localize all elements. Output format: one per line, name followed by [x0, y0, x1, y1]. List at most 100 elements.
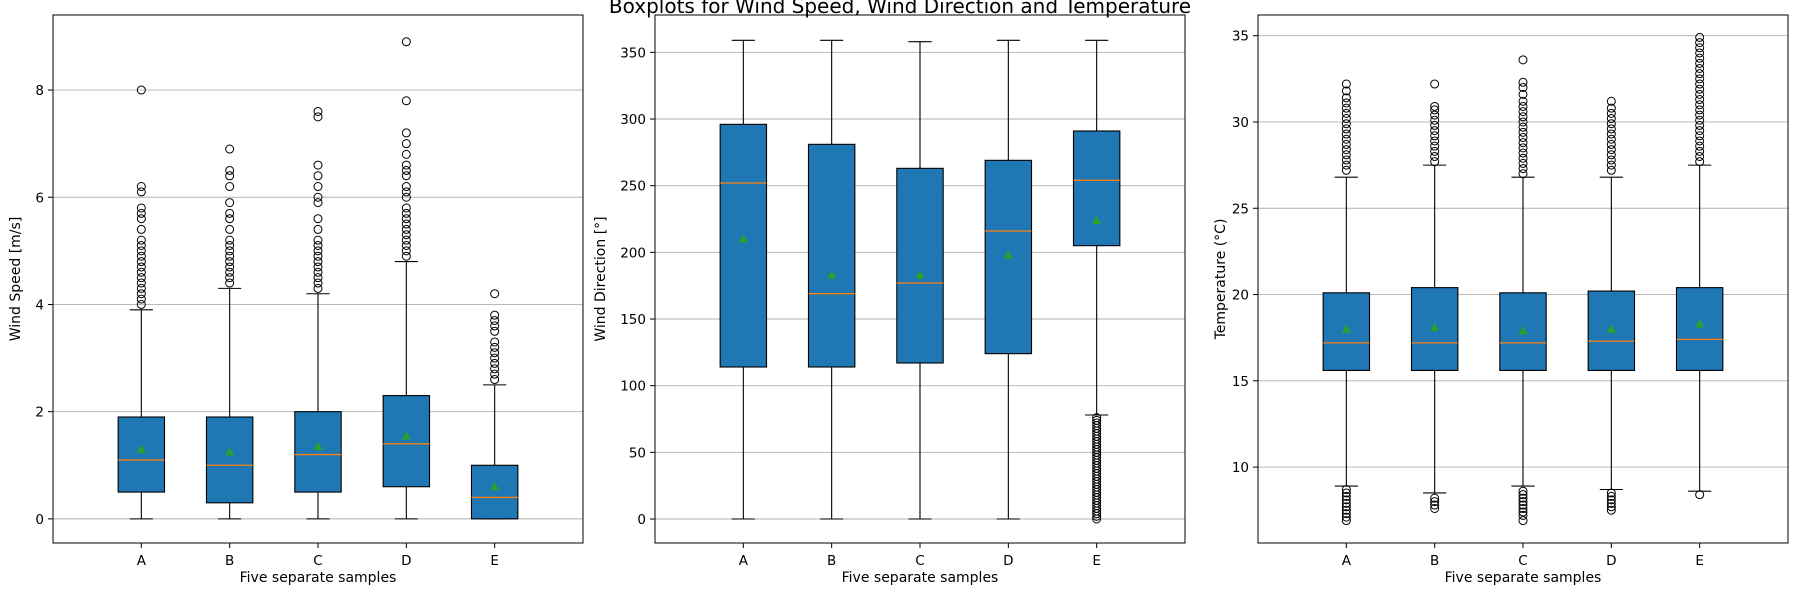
outlier-point [490, 342, 500, 352]
outlier-point [1606, 96, 1616, 106]
outlier-point [225, 171, 235, 181]
outlier-point [490, 316, 500, 326]
mean-marker [827, 270, 837, 279]
outlier-point [136, 299, 146, 309]
outlier-point [136, 240, 146, 250]
outlier-point [1430, 146, 1440, 156]
outlier-point [1695, 115, 1705, 125]
outlier-point [1430, 157, 1440, 167]
outlier-point [136, 283, 146, 293]
outlier-point [1341, 145, 1351, 155]
outlier-point [136, 278, 146, 288]
outlier-point [313, 106, 323, 116]
outlier-point [313, 262, 323, 272]
outlier-point [1606, 498, 1616, 508]
outlier-point [1606, 114, 1616, 124]
outlier-point [1695, 63, 1705, 73]
outlier-point [136, 182, 146, 192]
mean-marker [313, 441, 323, 451]
outlier-point [313, 251, 323, 261]
outlier-point [136, 203, 146, 213]
box-B [1410, 79, 1459, 513]
outlier-point [1695, 110, 1705, 120]
outlier-point [401, 246, 411, 256]
y-tick-label: 10 [1232, 460, 1249, 476]
outlier-point [136, 224, 146, 234]
box-body [117, 416, 166, 493]
outlier-point [313, 278, 323, 288]
outlier-point [1695, 89, 1705, 99]
outlier-point [136, 85, 146, 95]
y-axis-label: Wind Direction [°] [593, 216, 609, 341]
outlier-point [1518, 503, 1528, 513]
y-tick-label: 20 [1232, 288, 1249, 304]
outlier-point [225, 198, 235, 208]
y-tick-label: 100 [620, 379, 646, 395]
outlier-point [1606, 488, 1616, 498]
outlier-point [225, 165, 235, 175]
outlier-point [313, 182, 323, 192]
outlier-point [136, 214, 146, 224]
x-axis-label: Five separate samples [240, 570, 397, 586]
y-tick-label: 25 [1232, 201, 1249, 217]
outlier-point [401, 139, 411, 149]
x-tick-label: B [827, 553, 836, 569]
outlier-point [1606, 160, 1616, 170]
outlier-point [1695, 38, 1705, 48]
box-A [117, 85, 166, 520]
outlier-point [136, 187, 146, 197]
outlier-point [1518, 153, 1528, 163]
outlier-point [1341, 505, 1351, 515]
outlier-point [225, 182, 235, 192]
box-body [807, 143, 856, 368]
box-D [1587, 96, 1636, 515]
mean-marker [738, 234, 748, 243]
outlier-point [1695, 157, 1705, 167]
outlier-point [313, 273, 323, 283]
outlier-point [1341, 160, 1351, 170]
outlier-point [225, 278, 235, 288]
outlier-point [1606, 108, 1616, 118]
outlier-point [1695, 43, 1705, 53]
outlier-point [1341, 488, 1351, 498]
outlier-point [1695, 58, 1705, 68]
outlier-point [1430, 493, 1440, 503]
x-tick-label: E [490, 553, 499, 569]
outlier-point [313, 171, 323, 181]
box-body [382, 395, 431, 488]
y-tick-label: 8 [35, 83, 44, 99]
outlier-point [1606, 129, 1616, 139]
outlier-point [1518, 127, 1528, 137]
outlier-point [1695, 69, 1705, 79]
outlier-point [1341, 502, 1351, 512]
outlier-point [1606, 165, 1616, 175]
box-E [1675, 32, 1724, 500]
outlier-point [490, 358, 500, 368]
outlier-point [1518, 101, 1528, 111]
outlier-point [1518, 510, 1528, 520]
x-tick-label: D [1606, 553, 1616, 569]
outlier-point [401, 165, 411, 175]
x-axis-label: Five separate samples [1445, 570, 1602, 586]
y-tick-label: 350 [620, 45, 646, 61]
box-body [294, 411, 342, 493]
outlier-point [1341, 134, 1351, 144]
outlier-point [1341, 491, 1351, 501]
outlier-point [1430, 136, 1440, 146]
outlier-point [1430, 110, 1440, 120]
outlier-point [1341, 512, 1351, 522]
outlier-point [1341, 98, 1351, 108]
mean-marker [136, 444, 146, 453]
plot-panel-1: 0 2 4 6 8 A B C D E Five separate samples Wind Spee… [8, 14, 584, 586]
box-E [1072, 39, 1121, 524]
outlier-point [136, 289, 146, 299]
outlier-point [225, 214, 235, 224]
outlier-point [1695, 126, 1705, 136]
outlier-point [1695, 131, 1705, 141]
outlier-point [225, 208, 235, 218]
outlier-point [401, 230, 411, 240]
outlier-point [1518, 497, 1528, 507]
y-tick-label: 150 [620, 312, 646, 328]
x-tick-label: D [1003, 553, 1013, 569]
outlier-point [225, 267, 235, 277]
